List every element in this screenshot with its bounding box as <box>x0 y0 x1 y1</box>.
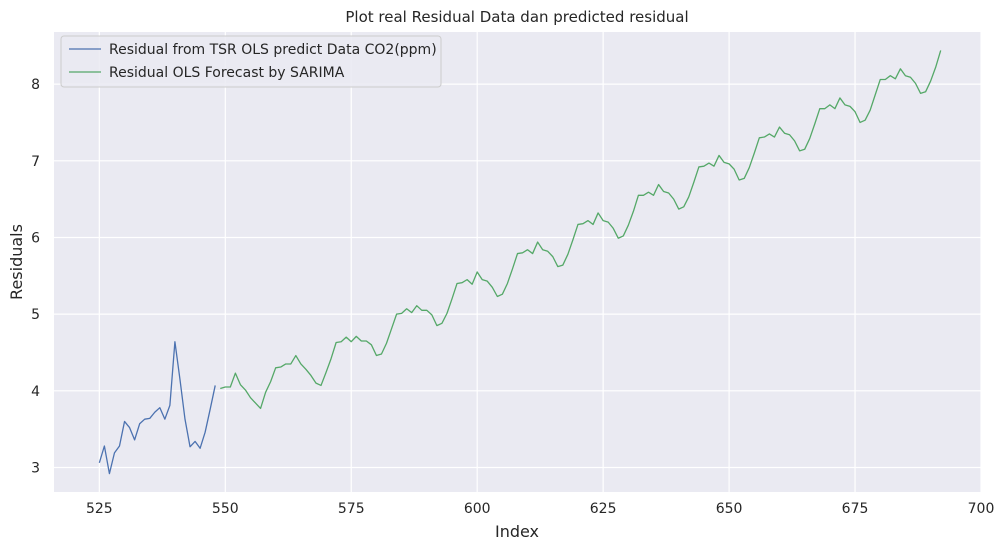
y-tick-label: 5 <box>31 307 40 323</box>
legend: Residual from TSR OLS predict Data CO2(p… <box>60 35 442 88</box>
x-tick-label: 650 <box>716 501 743 517</box>
x-tick-label: 575 <box>338 501 365 517</box>
x-tick-label: 625 <box>590 501 617 517</box>
chart-title: Plot real Residual Data dan predicted re… <box>345 8 688 26</box>
legend-label-sarima-forecast: Residual OLS Forecast by SARIMA <box>109 65 345 81</box>
x-tick-label: 675 <box>842 501 869 517</box>
x-tick-labels: 525 550 575 600 625 650 675 700 <box>86 501 994 517</box>
x-tick-label: 550 <box>212 501 239 517</box>
x-tick-label: 525 <box>86 501 113 517</box>
y-tick-label: 6 <box>31 230 40 246</box>
y-tick-labels: 3 4 5 6 7 8 <box>31 77 40 476</box>
series-layer <box>98 50 942 475</box>
y-tick-label: 3 <box>31 460 40 476</box>
grid-lines <box>54 32 982 492</box>
y-tick-label: 7 <box>31 154 40 170</box>
legend-box <box>60 35 442 88</box>
series-line-sarima-forecast <box>220 50 942 410</box>
x-tick-label: 600 <box>464 501 491 517</box>
y-axis-label: Residuals <box>7 224 26 300</box>
legend-label-residual-ols: Residual from TSR OLS predict Data CO2(p… <box>109 42 437 58</box>
y-tick-label: 4 <box>31 384 40 400</box>
x-axis-label: Index <box>495 522 539 541</box>
series-line-residual-ols <box>98 341 216 475</box>
x-tick-label: 700 <box>968 501 995 517</box>
y-tick-label: 8 <box>31 77 40 93</box>
